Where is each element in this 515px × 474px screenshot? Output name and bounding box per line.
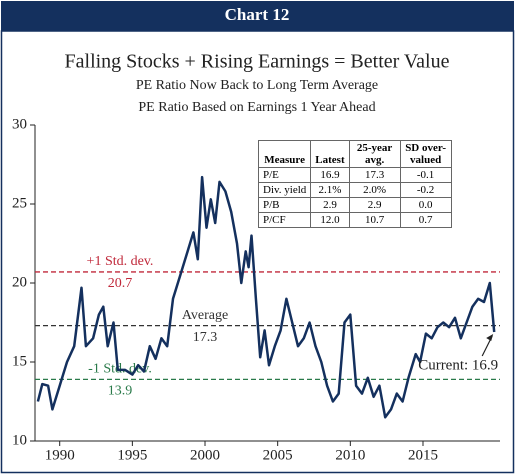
cell: 10.7 (348, 212, 401, 228)
reference-value: 20.7 (108, 276, 133, 291)
subtitle: PE Ratio Now Back to Long Term Average (136, 78, 378, 93)
cell: 17.3 (348, 167, 401, 183)
header: Chart 12 (225, 5, 290, 24)
cell: Div. yield (257, 182, 312, 198)
x-tick-label: 2010 (335, 447, 365, 463)
y-tick-label: 20 (12, 274, 27, 290)
y-tick-label: 10 (12, 432, 27, 448)
header-row: Measure Latest 25-year avg. SD over-valued (257, 140, 452, 168)
reference-value: 13.9 (108, 384, 133, 399)
row: P/E 16.9 17.3 -0.1 (257, 167, 452, 183)
cell: 12.0 (310, 212, 350, 228)
cell: 0.7 (399, 212, 452, 228)
y-tick-label: 25 (12, 195, 27, 211)
x-tick-label: 1990 (45, 447, 75, 463)
row: Div. yield 2.1% 2.0% -0.2 (257, 182, 452, 198)
cell: 16.9 (310, 167, 350, 183)
row: P/CF 12.0 10.7 0.7 (257, 212, 452, 228)
cell: 2.0% (348, 182, 401, 198)
cell: 2.1% (310, 182, 350, 198)
x-tick-label: 1995 (117, 447, 147, 463)
header-bar (1, 1, 514, 31)
y-tick-label: 15 (12, 353, 27, 369)
cell: 0.0 (399, 197, 452, 213)
chart-title: Falling Stocks + Rising Earnings = Bette… (65, 51, 450, 73)
subtitle: PE Ratio Based on Earnings 1 Year Ahead (138, 100, 375, 115)
annotation: Current: 16.9 (418, 357, 498, 373)
reference-label: Average (182, 308, 228, 323)
row: P/B 2.9 2.9 0.0 (257, 197, 452, 213)
reference-label: +1 Std. dev. (87, 254, 154, 269)
column-header: 25-year avg. (348, 140, 401, 168)
cell: 2.9 (310, 197, 350, 213)
column-header: SD over-valued (399, 140, 452, 168)
stats-table: Measure Latest 25-year avg. SD over-valued P… (257, 140, 452, 228)
cell: P/CF (257, 212, 312, 228)
x-tick-label: 2015 (408, 447, 438, 463)
cell: 2.9 (348, 197, 401, 213)
cell: -0.2 (399, 182, 452, 198)
arrow-head (486, 333, 494, 341)
column-header: Latest (310, 140, 350, 168)
x-tick-label: 2005 (263, 447, 293, 463)
y-tick-label: 30 (12, 116, 27, 132)
cell: P/E (257, 167, 312, 183)
reference-value: 17.3 (193, 330, 218, 345)
cell: P/B (257, 197, 312, 213)
column-header: Measure (257, 140, 312, 168)
frame (0, 30, 515, 474)
cell: -0.1 (399, 167, 452, 183)
x-tick-label: 2000 (190, 447, 220, 463)
series-line (36, 175, 496, 419)
